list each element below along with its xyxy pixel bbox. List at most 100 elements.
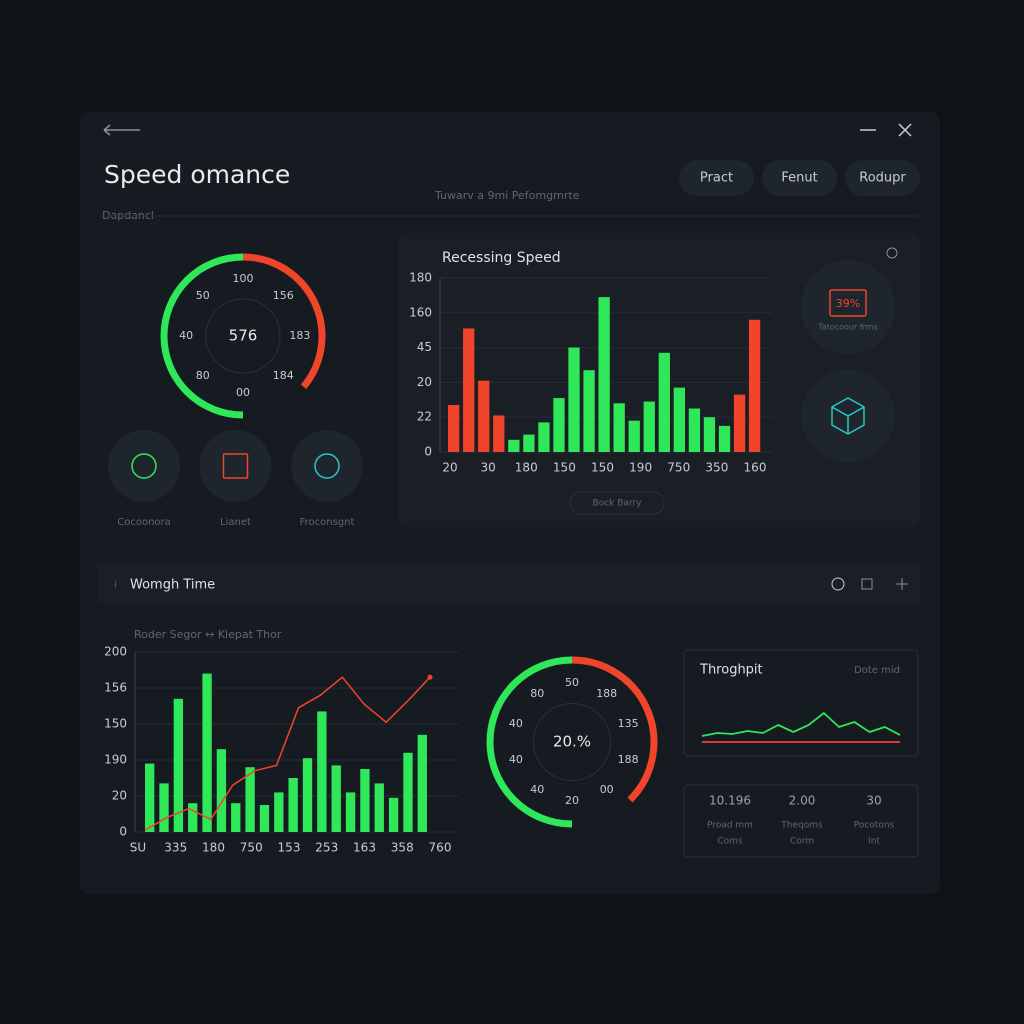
- action-button[interactable]: [199, 430, 272, 502]
- gauge-tick-label: 156: [273, 289, 294, 302]
- action-button[interactable]: [108, 430, 180, 502]
- gauge-tick-label: 40: [530, 783, 544, 796]
- badge-icon: [829, 289, 867, 317]
- bar: [538, 422, 550, 452]
- x-axis-label: SU: [130, 841, 146, 855]
- gauge-tick-label: 00: [600, 783, 614, 796]
- gauge-tick-label: 184: [273, 369, 294, 382]
- bar: [478, 380, 490, 452]
- gauge-tick-label: 188: [596, 687, 617, 700]
- widget-circle[interactable]: [801, 260, 895, 354]
- bar: [688, 408, 701, 452]
- bar: [583, 370, 595, 452]
- gauge-tick-label: 100: [233, 272, 254, 285]
- subtitle: Tuwarv a 9mi Pefomgmrte: [434, 189, 580, 202]
- header-button[interactable]: [679, 160, 754, 196]
- action-button[interactable]: [291, 430, 363, 502]
- x-axis-label: 358: [391, 841, 414, 855]
- bar: [493, 415, 505, 452]
- action-label[interactable]: Froconsgnt: [300, 517, 355, 528]
- gauge-tick-label: 183: [289, 329, 310, 342]
- bar: [173, 698, 184, 832]
- x-axis-label: 190: [629, 461, 652, 475]
- x-axis-label: 750: [240, 841, 263, 855]
- pill-button[interactable]: [569, 491, 665, 515]
- y-axis-label: 180: [409, 271, 432, 285]
- bar: [628, 420, 640, 452]
- stat-value: 30: [866, 794, 881, 808]
- action-label[interactable]: Lianet: [220, 517, 251, 528]
- stat-label: Corm: [790, 837, 814, 847]
- x-axis-label: 163: [353, 841, 376, 855]
- close-button[interactable]: [898, 123, 912, 137]
- card-title: Throghpit: [699, 663, 763, 678]
- bar: [388, 797, 399, 832]
- bar: [598, 297, 610, 452]
- x-axis-label: 253: [315, 841, 338, 855]
- y-axis-label: 200: [104, 645, 127, 659]
- header-button[interactable]: [762, 160, 837, 196]
- header-button-label[interactable]: Fenut: [781, 171, 817, 186]
- stats-card: [683, 784, 919, 858]
- bar: [718, 425, 731, 452]
- bar: [523, 434, 535, 452]
- settings-icon[interactable]: [861, 578, 873, 590]
- y-axis-label: 190: [104, 753, 127, 767]
- y-axis-label: 0: [119, 825, 127, 839]
- bar: [673, 387, 685, 452]
- gauge-inner: [205, 298, 281, 374]
- action-label[interactable]: Cocoonora: [117, 517, 171, 528]
- x-axis-label: 20: [442, 461, 457, 475]
- cube-icon: [831, 397, 865, 435]
- header-button-label[interactable]: Pract: [700, 171, 733, 186]
- x-axis-label: 150: [553, 461, 576, 475]
- add-icon[interactable]: [896, 578, 908, 590]
- throughput-card: [683, 649, 919, 757]
- bar: [703, 417, 716, 452]
- gauge-arc-green: [486, 656, 573, 828]
- y-axis-label: 20: [112, 789, 127, 803]
- pill-button-label[interactable]: Bock Barry: [593, 499, 643, 509]
- bar: [345, 792, 356, 832]
- x-axis-label: 180: [202, 841, 225, 855]
- bar: [245, 767, 255, 832]
- bar: [374, 783, 384, 832]
- x-axis-label: 180: [515, 461, 538, 475]
- bar: [417, 734, 427, 832]
- bar: [202, 673, 212, 832]
- clock-icon[interactable]: [886, 247, 898, 259]
- bar: [231, 803, 241, 832]
- action-icon: [314, 453, 340, 479]
- trend-line: [144, 676, 431, 831]
- stat-label: Theqoms: [780, 821, 823, 831]
- bar: [360, 769, 370, 832]
- stat-label: Pocotons: [854, 821, 895, 831]
- gauge-tick-label: 00: [236, 386, 250, 399]
- bar: [188, 803, 198, 832]
- action-icon: [222, 453, 249, 479]
- section-icon: ⟊: [114, 578, 117, 591]
- stat-value: 2.00: [789, 794, 816, 808]
- sparkline: [701, 711, 901, 737]
- bar: [748, 319, 761, 452]
- bar: [274, 792, 284, 832]
- panel-title: Recessing Speed: [442, 250, 561, 266]
- back-button[interactable]: [103, 124, 140, 136]
- header-button-label[interactable]: Rodupr: [859, 171, 906, 186]
- bar: [613, 403, 625, 452]
- x-axis-label: 150: [591, 461, 614, 475]
- bar: [145, 763, 155, 832]
- bar: [331, 765, 341, 832]
- gauge-arc-green: [160, 253, 244, 419]
- bar: [448, 405, 460, 452]
- info-icon[interactable]: [831, 577, 845, 591]
- y-axis-label: 0: [424, 445, 432, 459]
- bar: [302, 758, 313, 832]
- y-axis-label: 150: [104, 717, 127, 731]
- x-axis-label: 750: [667, 461, 690, 475]
- card-note: Dote mid: [854, 665, 900, 676]
- header-button[interactable]: [845, 160, 920, 196]
- gauge-tick-label: 20: [565, 794, 579, 807]
- gauge-tick-label: 40: [509, 717, 523, 730]
